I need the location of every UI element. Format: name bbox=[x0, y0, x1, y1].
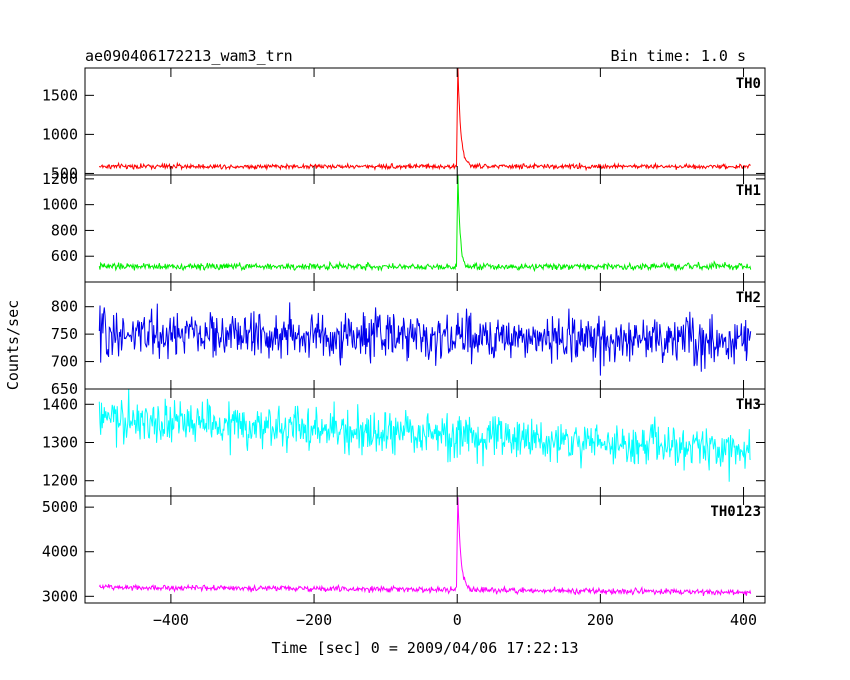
x-tick-label: 400 bbox=[730, 611, 757, 629]
series-line-th3 bbox=[98, 389, 751, 482]
panel-th2: 650 700 750 800 TH2 bbox=[51, 281, 766, 398]
panel-th0123: 3000 4000 5000 TH0123 bbox=[42, 495, 766, 605]
y-tick-label: 650 bbox=[51, 380, 78, 398]
panel-frame bbox=[84, 495, 766, 604]
panel-label: TH0123 bbox=[710, 504, 761, 520]
y-tick-label: 600 bbox=[51, 247, 78, 265]
y-tick-label: 1200 bbox=[42, 472, 78, 490]
panel-label: TH2 bbox=[736, 290, 761, 306]
x-tick-label: −200 bbox=[296, 611, 332, 629]
chart-title: ae090406172213_wam3_trn bbox=[85, 47, 293, 65]
x-tick-labels: −400 −200 0 200 400 bbox=[153, 611, 757, 629]
panel-th0: 500 1000 1500 TH0 bbox=[42, 67, 766, 182]
panel-th1: 600 800 1000 1200 TH1 bbox=[42, 170, 766, 283]
y-tick-label: 1300 bbox=[42, 434, 78, 452]
y-tick-label: 500 bbox=[51, 164, 78, 182]
y-tick-label: 700 bbox=[51, 353, 78, 371]
chart-subtitle: Bin time: 1.0 s bbox=[611, 47, 746, 65]
panel-label: TH1 bbox=[736, 183, 761, 199]
panels-group: 500 1000 1500 TH0 600 800 1000 1200 TH1 650 700 750… bbox=[42, 67, 766, 605]
x-tick-label: 0 bbox=[453, 611, 462, 629]
panel-th3: 1200 1300 1400 TH3 bbox=[42, 388, 766, 497]
series-line-th1 bbox=[98, 175, 752, 273]
panel-frame bbox=[84, 67, 766, 176]
y-tick-label: 1000 bbox=[42, 125, 78, 143]
y-tick-label: 1400 bbox=[42, 395, 78, 413]
y-tick-label: 1500 bbox=[42, 86, 78, 104]
panel-label: TH0 bbox=[736, 76, 761, 92]
y-tick-label: 750 bbox=[51, 325, 78, 343]
y-tick-label: 800 bbox=[51, 298, 78, 316]
series-line-th0123 bbox=[98, 497, 752, 597]
y-tick-label: 3000 bbox=[42, 587, 78, 605]
panel-label: TH3 bbox=[736, 397, 761, 413]
series-line-th2 bbox=[98, 302, 752, 376]
y-tick-label: 1200 bbox=[42, 170, 78, 188]
panel-frame bbox=[84, 388, 766, 497]
x-tick-label: 200 bbox=[587, 611, 614, 629]
y-tick-label: 1000 bbox=[42, 196, 78, 214]
y-tick-label: 4000 bbox=[42, 543, 78, 561]
y-tick-label: 5000 bbox=[42, 498, 78, 516]
x-axis-label: Time [sec] 0 = 2009/04/06 17:22:13 bbox=[271, 639, 578, 657]
y-tick-label: 800 bbox=[51, 221, 78, 239]
y-axis-label: Counts/sec bbox=[4, 300, 22, 390]
x-tick-label: −400 bbox=[153, 611, 189, 629]
series-line-th0 bbox=[98, 68, 751, 172]
